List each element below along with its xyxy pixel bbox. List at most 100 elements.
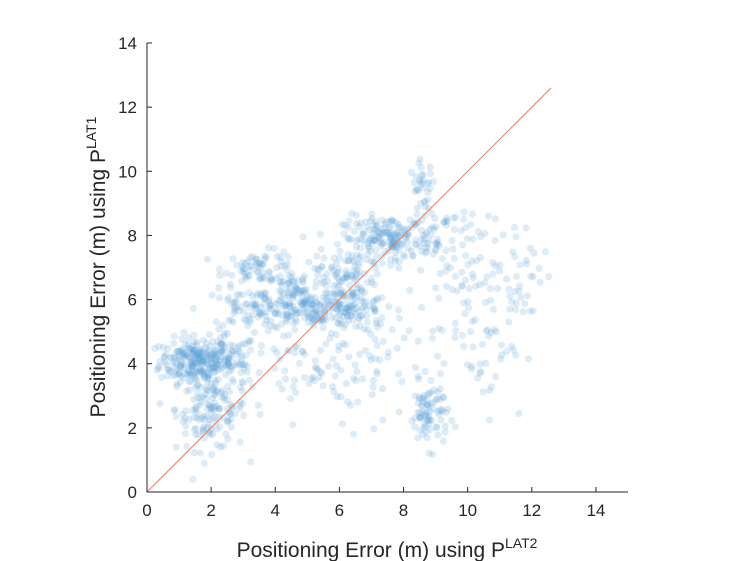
- data-point: [432, 246, 440, 254]
- data-point: [425, 414, 433, 423]
- data-point: [200, 360, 209, 368]
- data-point: [355, 222, 364, 231]
- data-point: [381, 220, 389, 228]
- data-point: [333, 240, 342, 248]
- data-point: [216, 348, 224, 357]
- data-point: [352, 243, 361, 251]
- x-tick-label: 0: [142, 501, 151, 520]
- data-point: [331, 291, 339, 299]
- data-point: [371, 354, 379, 363]
- data-point: [295, 359, 303, 368]
- data-point: [426, 170, 435, 178]
- data-point: [320, 303, 329, 311]
- data-point: [342, 304, 350, 313]
- data-point: [241, 269, 249, 278]
- data-point: [414, 337, 422, 345]
- data-point: [360, 302, 368, 311]
- data-point: [498, 351, 506, 359]
- data-point: [418, 394, 426, 402]
- data-point: [186, 353, 194, 362]
- data-point: [244, 312, 253, 320]
- data-point: [198, 367, 206, 375]
- data-point: [464, 304, 473, 312]
- y-tick-label: 12: [118, 98, 137, 117]
- data-point: [181, 352, 189, 360]
- data-point: [197, 351, 205, 359]
- data-point: [271, 310, 279, 318]
- data-point: [421, 410, 429, 418]
- data-point: [404, 225, 412, 233]
- data-point: [353, 367, 361, 376]
- data-point: [417, 247, 426, 255]
- data-point: [304, 292, 312, 300]
- data-point: [344, 257, 352, 265]
- data-point: [366, 217, 375, 225]
- data-point: [238, 355, 246, 363]
- data-point: [190, 350, 198, 358]
- data-point: [259, 273, 268, 281]
- data-point: [476, 280, 484, 289]
- data-point: [176, 362, 184, 370]
- data-point: [335, 275, 343, 283]
- data-point: [414, 408, 422, 416]
- data-point: [463, 361, 471, 369]
- data-point: [238, 259, 247, 267]
- data-point: [180, 328, 188, 337]
- data-point: [213, 402, 221, 410]
- data-point: [264, 244, 273, 252]
- data-point: [357, 297, 365, 305]
- data-point: [340, 230, 348, 238]
- data-point: [301, 299, 309, 307]
- y-axis-ticks: 0 2 4 6 8 10 12 14: [118, 34, 152, 502]
- data-point: [190, 357, 198, 365]
- data-point: [317, 313, 325, 321]
- data-point: [371, 308, 379, 316]
- data-point: [182, 407, 190, 415]
- data-point: [274, 306, 282, 314]
- data-point: [213, 342, 221, 350]
- data-point: [200, 459, 208, 468]
- data-point: [401, 253, 409, 261]
- data-point: [484, 326, 492, 334]
- data-point: [352, 269, 360, 277]
- data-point: [420, 391, 428, 399]
- data-point: [327, 302, 335, 310]
- data-point: [389, 231, 397, 239]
- data-point: [478, 340, 487, 349]
- data-point: [439, 393, 447, 401]
- data-point: [328, 263, 336, 271]
- data-point: [302, 303, 310, 311]
- data-point: [235, 291, 243, 299]
- data-point: [389, 217, 397, 225]
- data-point: [525, 355, 533, 363]
- data-point: [332, 331, 340, 339]
- data-point: [208, 409, 216, 417]
- data-point: [348, 209, 356, 218]
- data-point: [233, 304, 241, 312]
- data-point: [378, 216, 386, 224]
- data-point: [194, 410, 202, 418]
- data-point: [185, 377, 193, 386]
- data-point: [391, 248, 400, 257]
- data-point: [432, 245, 440, 253]
- data-point: [291, 288, 299, 296]
- data-point: [362, 256, 370, 264]
- data-point: [223, 418, 231, 426]
- data-point: [208, 394, 217, 402]
- data-point: [291, 283, 299, 291]
- data-point: [176, 363, 185, 371]
- data-point: [199, 356, 207, 364]
- data-point: [298, 300, 306, 308]
- data-point: [395, 408, 403, 416]
- data-point: [522, 256, 530, 264]
- data-point: [239, 399, 247, 408]
- data-point: [224, 293, 233, 302]
- data-point: [278, 311, 286, 319]
- data-point: [460, 342, 468, 350]
- data-point: [211, 367, 219, 376]
- data-point: [375, 227, 383, 236]
- data-point: [284, 293, 292, 301]
- data-point: [426, 407, 434, 416]
- data-point: [205, 420, 213, 429]
- data-point: [236, 383, 245, 392]
